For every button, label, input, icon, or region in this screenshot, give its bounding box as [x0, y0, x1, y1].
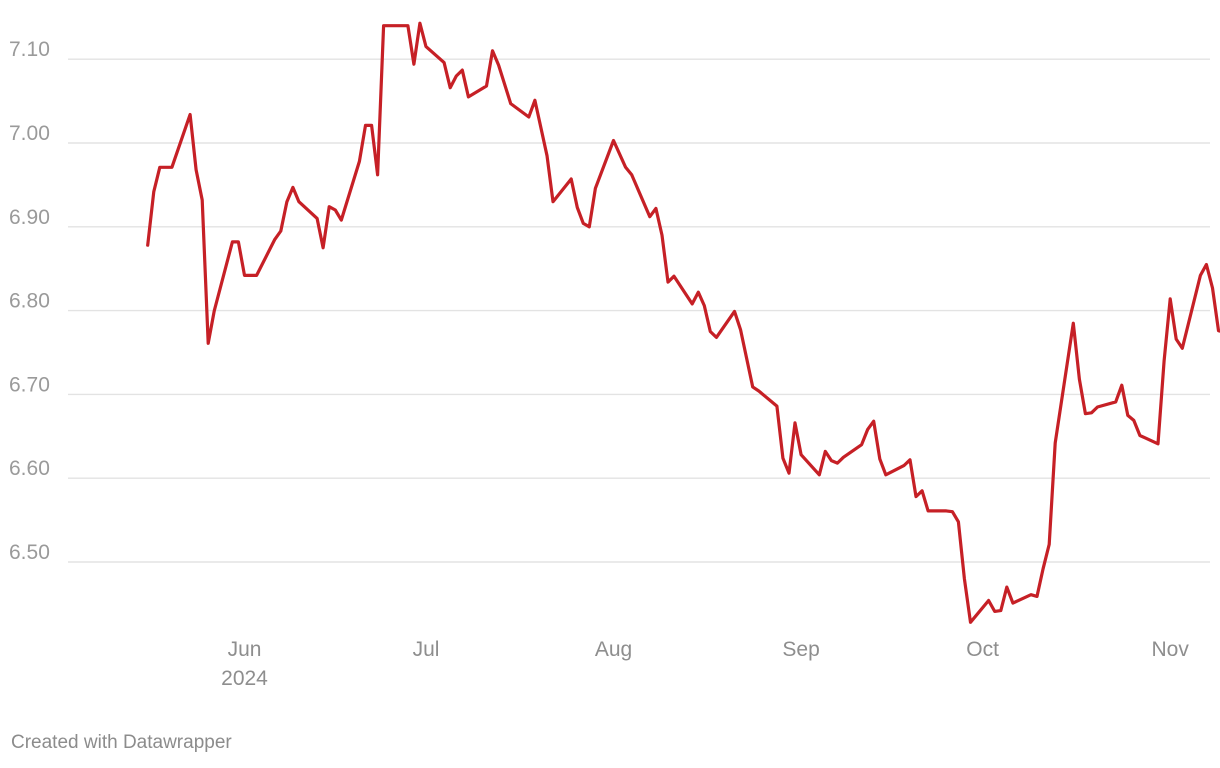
- y-tick-label: 6.90: [9, 206, 50, 229]
- x-tick-label: Sep: [782, 638, 819, 661]
- x-axis: Jun 2024 Jul Aug Sep Oct Nov: [221, 638, 1189, 690]
- y-axis: 6.50 6.60 6.70 6.80 6.90 7.00 7.10: [9, 38, 50, 564]
- x-tick-label: Oct: [966, 638, 999, 661]
- y-tick-label: 7.10: [9, 38, 50, 61]
- gridlines: [68, 58, 1210, 563]
- y-tick-label: 6.50: [9, 541, 50, 564]
- y-tick-label: 6.70: [9, 373, 50, 396]
- y-tick-label: 6.60: [9, 457, 50, 480]
- series-line: [146, 21, 1220, 624]
- x-tick-label: Jun: [228, 638, 262, 661]
- chart-credit: Created with Datawrapper: [11, 732, 232, 753]
- series-layer: [146, 21, 1220, 624]
- x-tick-label: Jul: [413, 638, 440, 661]
- x-tick-label: Nov: [1151, 638, 1189, 661]
- y-tick-label: 6.80: [9, 290, 50, 313]
- x-tick-label: Aug: [595, 638, 632, 661]
- y-tick-label: 7.00: [9, 122, 50, 145]
- x-tick-year-label: 2024: [221, 667, 268, 690]
